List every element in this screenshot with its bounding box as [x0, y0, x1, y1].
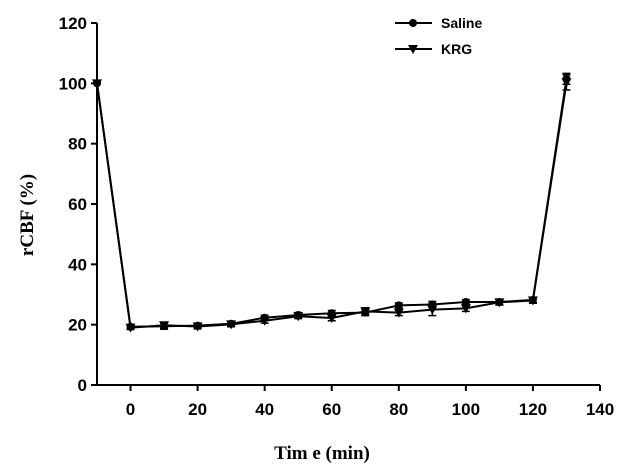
y-tick-label: 20 [68, 316, 87, 335]
legend-marker-saline [409, 19, 417, 27]
legend-label-krg: KRG [441, 41, 472, 57]
y-tick-label: 120 [59, 14, 87, 33]
data-point-krg [159, 321, 170, 331]
data-point-krg [360, 307, 371, 317]
data-point-krg [494, 298, 505, 308]
data-point-krg [293, 312, 304, 322]
y-tick-label: 0 [78, 376, 87, 395]
data-point-krg [427, 305, 438, 315]
series-line-krg [96, 82, 568, 329]
x-tick-label: 140 [586, 400, 614, 419]
legend: Saline KRG [395, 15, 482, 57]
x-ticks: 0 20 40 60 80 100 120 140 [126, 385, 614, 419]
data-point-saline [461, 298, 470, 307]
data-point-krg [527, 296, 538, 306]
x-tick-label: 100 [452, 400, 480, 419]
series-krg [92, 74, 572, 333]
y-axis-title: rCBF (%) [17, 174, 38, 256]
y-ticks: 0 20 40 60 80 100 120 [59, 14, 97, 395]
data-point-krg [561, 78, 572, 88]
y-tick-label: 40 [68, 255, 87, 274]
x-tick-label: 40 [255, 400, 274, 419]
y-tick-label: 80 [68, 135, 87, 154]
y-tick-label: 60 [68, 195, 87, 214]
axes [96, 23, 600, 386]
data-point-krg [92, 79, 102, 89]
x-axis-title: Tim e (min) [274, 443, 370, 464]
data-point-krg [226, 320, 237, 330]
data-point-krg [192, 322, 203, 332]
y-tick-label: 100 [59, 74, 87, 93]
data-point-krg [259, 316, 270, 326]
x-tick-label: 80 [389, 400, 408, 419]
legend-label-saline: Saline [441, 15, 482, 31]
series-line-saline [96, 78, 568, 328]
data-point-saline [394, 301, 403, 310]
legend-item-krg: KRG [395, 41, 472, 57]
legend-item-saline: Saline [395, 15, 482, 31]
series-layer [92, 72, 572, 333]
data-point-krg [460, 304, 471, 314]
x-tick-label: 0 [126, 400, 135, 419]
x-tick-label: 60 [322, 400, 341, 419]
data-point-krg [326, 314, 337, 324]
x-tick-label: 20 [188, 400, 207, 419]
data-point-krg [125, 323, 136, 333]
data-point-krg [393, 308, 404, 318]
x-tick-label: 120 [519, 400, 547, 419]
series-saline [93, 72, 571, 331]
legend-marker-krg [408, 45, 418, 54]
